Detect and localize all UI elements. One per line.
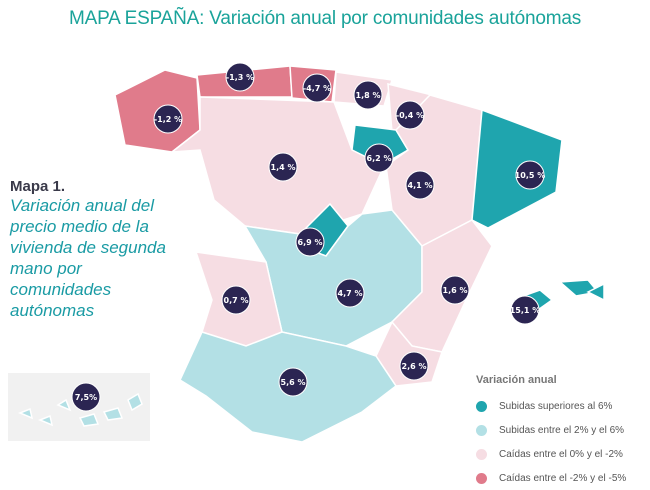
value-bubble-comunidad-valenciana (440, 275, 470, 305)
value-label-navarra: -0,4 % (396, 111, 424, 120)
value-label-cataluna: 10,5 % (515, 171, 546, 180)
value-bubble-aragon (405, 170, 435, 200)
legend-item: Caídas entre el 0% y el -2% (476, 442, 626, 466)
region-canarias (127, 392, 143, 412)
value-label-canarias: 7,5% (75, 393, 97, 402)
value-bubble-galicia (153, 104, 183, 134)
value-label-madrid: 6,9 % (298, 238, 323, 247)
value-bubble-canarias (71, 382, 101, 412)
value-bubble-madrid (295, 227, 325, 257)
legend-label: Caídas entre el 0% y el -2% (499, 448, 623, 460)
value-bubble-pais-vasco (353, 80, 383, 110)
value-label-murcia: 2,6 % (402, 362, 427, 371)
legend: Variación anual Subidas superiores al 6%… (476, 374, 626, 490)
value-label-castilla-y-leon: 1,4 % (271, 163, 296, 172)
region-canarias (78, 413, 100, 427)
region-baleares (586, 282, 605, 302)
caption-heading: Mapa 1. (10, 178, 66, 195)
value-label-galicia: -1,2 % (154, 115, 182, 124)
legend-label: Subidas superiores al 6% (499, 400, 613, 412)
legend-swatch (476, 424, 487, 436)
value-bubble-andalucia (278, 367, 308, 397)
value-label-aragon: 4,1 % (408, 181, 433, 190)
legend-label: Subidas entre el 2% y el 6% (499, 424, 625, 436)
map-caption: Mapa 1. Variación anual del precio medio… (10, 178, 170, 321)
value-label-comunidad-valenciana: 1,6 % (443, 286, 468, 295)
value-label-extremadura: 0,7 % (224, 296, 249, 305)
legend-label: Caídas entre el -2% y el -5% (499, 472, 627, 484)
value-bubble-castilla-y-leon (268, 152, 298, 182)
map-title: MAPA ESPAÑA: Variación anual por comunid… (69, 8, 581, 29)
caption-subtitle: Variación anual del precio medio de la v… (10, 196, 166, 320)
value-label-la-rioja: 6,2 % (367, 154, 392, 163)
value-bubble-murcia (399, 351, 429, 381)
legend-item: Subidas entre el 2% y el 6% (476, 418, 626, 442)
value-label-cantabria: -4,7 % (303, 84, 331, 93)
region-canarias (38, 414, 54, 427)
value-bubble-castilla-la-mancha (335, 278, 365, 308)
value-label-asturias: -1,3 % (226, 73, 254, 82)
legend-swatch (476, 400, 487, 412)
legend-item: Caídas entre el -2% y el -5% (476, 466, 626, 490)
value-bubble-extremadura (221, 285, 251, 315)
value-label-andalucia: 5,6 % (281, 378, 306, 387)
legend-swatch (476, 472, 487, 484)
region-canarias (18, 407, 34, 420)
value-label-baleares: 15,1 % (510, 306, 541, 315)
value-bubble-la-rioja (364, 143, 394, 173)
value-bubble-cantabria (302, 73, 332, 103)
value-bubble-asturias (225, 62, 255, 92)
value-bubble-baleares (510, 295, 540, 325)
value-label-castilla-la-mancha: 4,7 % (338, 289, 363, 298)
value-label-pais-vasco: 1,8 % (356, 91, 381, 100)
value-bubble-cataluna (515, 160, 545, 190)
region-canarias (102, 407, 124, 421)
legend-item: Subidas superiores al 6% (476, 394, 626, 418)
legend-swatch (476, 448, 487, 460)
value-bubble-navarra (395, 100, 425, 130)
legend-title: Variación anual (476, 374, 557, 386)
region-canarias (56, 398, 72, 412)
